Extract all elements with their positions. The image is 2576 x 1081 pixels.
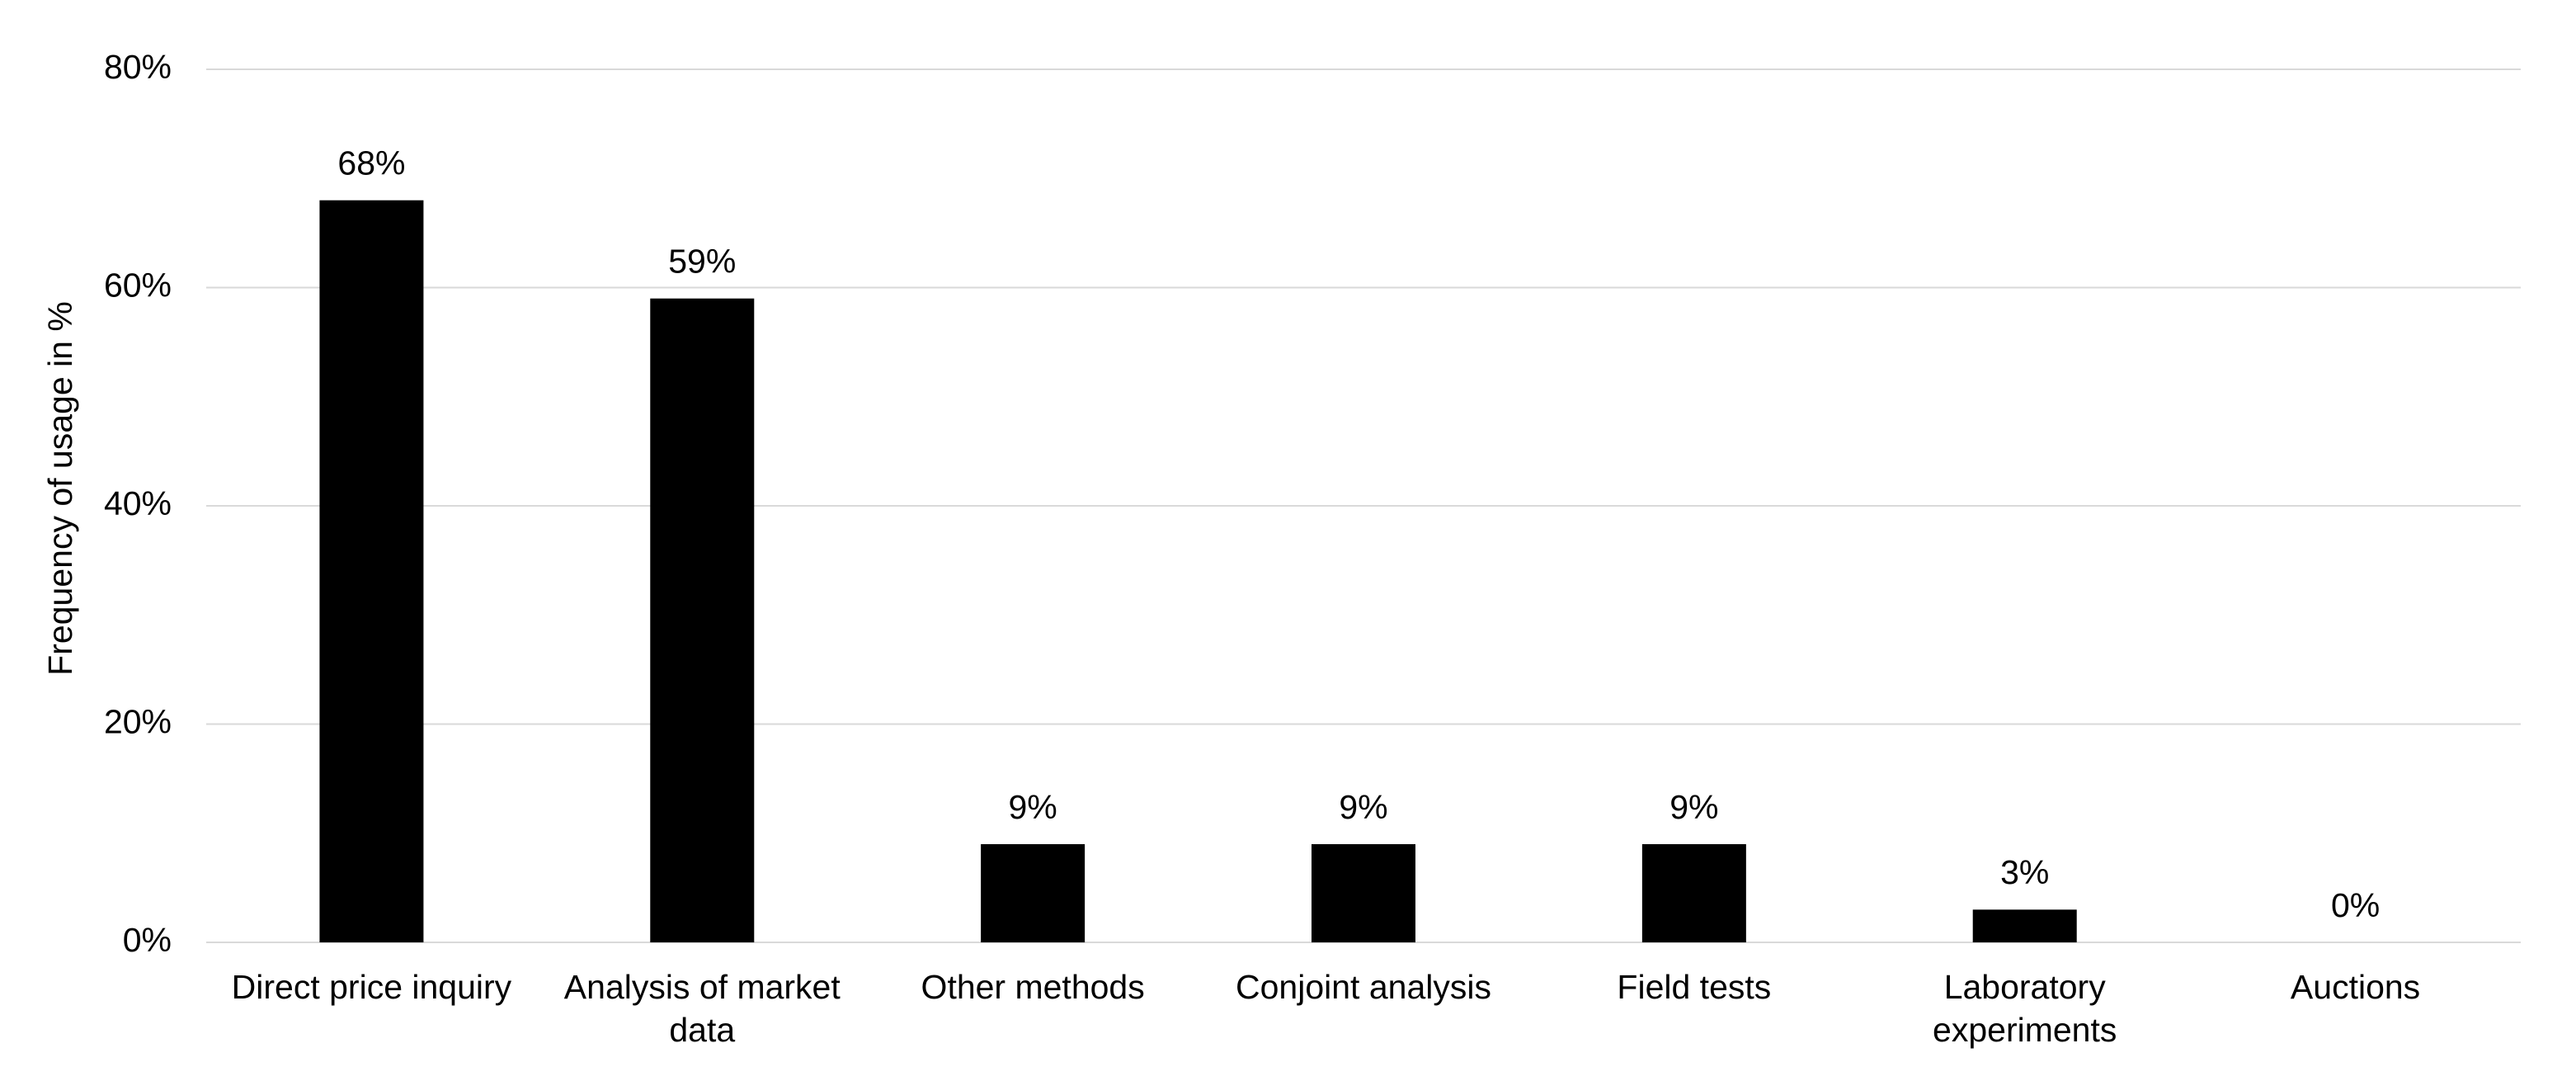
y-tick-label: 80%: [104, 48, 172, 86]
x-tick-label: Auctions: [2290, 968, 2421, 1006]
data-label: 9%: [1339, 788, 1387, 826]
x-tick-label: Other methods: [921, 968, 1145, 1006]
x-tick-label: Field tests: [1617, 968, 1772, 1006]
data-label: 0%: [2331, 886, 2380, 924]
x-tick-label: Conjoint analysis: [1236, 968, 1491, 1006]
y-tick-label: 40%: [104, 484, 172, 522]
data-label: 9%: [1009, 788, 1057, 826]
y-tick-label: 60%: [104, 266, 172, 304]
data-label: 9%: [1669, 788, 1718, 826]
x-tick-label: Laboratory experiments: [1933, 968, 2117, 1049]
bar: [981, 843, 1085, 942]
bar: [319, 200, 424, 942]
data-label: 3%: [2000, 853, 2049, 891]
y-tick-label: 20%: [104, 702, 172, 740]
data-label: 59%: [668, 243, 736, 281]
y-axis-label: Frequency of usage in %: [41, 301, 79, 676]
x-tick-label: Direct price inquiry: [231, 968, 512, 1006]
data-label: 68%: [337, 144, 405, 182]
x-tick-label: Analysis of market data: [563, 968, 841, 1049]
bar: [650, 298, 755, 943]
bar: [1641, 843, 1746, 942]
y-tick-label: 0%: [123, 921, 172, 959]
bar: [1312, 843, 1415, 942]
bar: [1972, 909, 2077, 942]
